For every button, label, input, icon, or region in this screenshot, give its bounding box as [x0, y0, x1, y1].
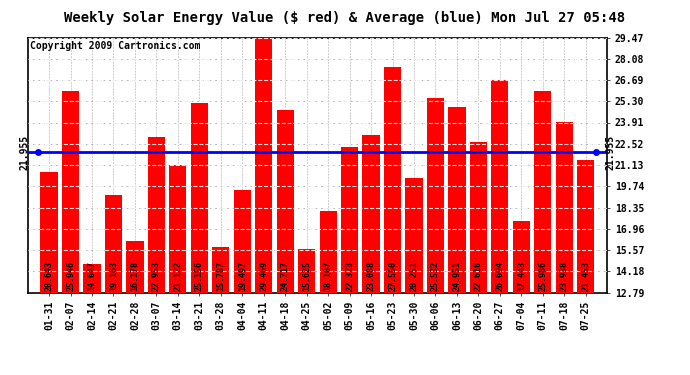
Bar: [255, 38, 273, 292]
Text: 22.953: 22.953: [152, 261, 161, 291]
Text: 14.647: 14.647: [88, 261, 97, 291]
Text: 15.625: 15.625: [302, 261, 311, 291]
Text: 19.497: 19.497: [238, 261, 247, 291]
Text: 16.178: 16.178: [130, 261, 139, 291]
Text: 20.643: 20.643: [45, 261, 54, 291]
Text: 21.955: 21.955: [20, 135, 30, 170]
Bar: [234, 190, 251, 292]
Bar: [384, 67, 401, 292]
Bar: [406, 178, 422, 292]
Text: 18.107: 18.107: [324, 261, 333, 291]
Bar: [362, 135, 380, 292]
Text: 21.453: 21.453: [581, 261, 590, 291]
Bar: [213, 247, 229, 292]
Bar: [577, 160, 594, 292]
Text: 22.323: 22.323: [345, 261, 354, 291]
Bar: [319, 211, 337, 292]
Text: 25.986: 25.986: [538, 261, 547, 291]
Text: 25.532: 25.532: [431, 261, 440, 291]
Bar: [105, 195, 122, 292]
Text: 29.469: 29.469: [259, 261, 268, 291]
Bar: [341, 147, 358, 292]
Bar: [491, 80, 509, 292]
Bar: [83, 264, 101, 292]
Text: 24.717: 24.717: [281, 261, 290, 291]
Bar: [190, 104, 208, 292]
Text: 26.694: 26.694: [495, 261, 504, 291]
Text: 21.122: 21.122: [173, 261, 182, 291]
Text: 22.616: 22.616: [474, 261, 483, 291]
Bar: [470, 142, 487, 292]
Text: 17.443: 17.443: [517, 261, 526, 291]
Text: 27.550: 27.550: [388, 261, 397, 291]
Bar: [513, 221, 530, 292]
Bar: [448, 106, 466, 292]
Bar: [148, 137, 165, 292]
Bar: [534, 91, 551, 292]
Text: 24.951: 24.951: [453, 261, 462, 291]
Bar: [277, 110, 294, 292]
Text: 25.156: 25.156: [195, 261, 204, 291]
Text: 19.163: 19.163: [109, 261, 118, 291]
Bar: [41, 172, 58, 292]
Text: Weekly Solar Energy Value ($ red) & Average (blue) Mon Jul 27 05:48: Weekly Solar Energy Value ($ red) & Aver…: [64, 11, 626, 25]
Text: 20.251: 20.251: [409, 261, 419, 291]
Text: 23.088: 23.088: [366, 261, 375, 291]
Bar: [169, 165, 186, 292]
Bar: [555, 122, 573, 292]
Bar: [427, 98, 444, 292]
Bar: [62, 92, 79, 292]
Text: 21.955: 21.955: [605, 135, 615, 170]
Bar: [126, 241, 144, 292]
Bar: [298, 249, 315, 292]
Text: 23.938: 23.938: [560, 261, 569, 291]
Text: 15.787: 15.787: [216, 261, 226, 291]
Text: Copyright 2009 Cartronics.com: Copyright 2009 Cartronics.com: [30, 41, 201, 51]
Text: 25.946: 25.946: [66, 261, 75, 291]
